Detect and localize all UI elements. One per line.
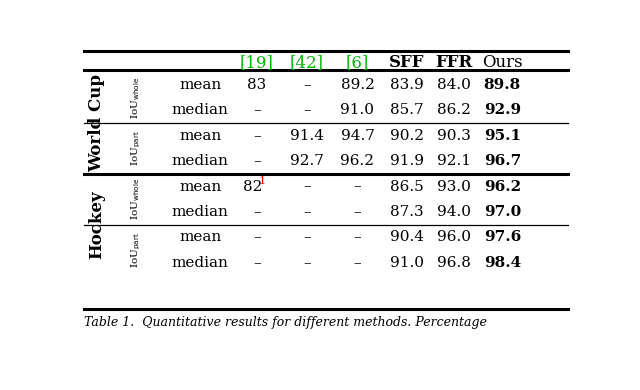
- Text: 96.0: 96.0: [437, 230, 471, 245]
- Text: –: –: [303, 179, 311, 193]
- Text: 97.6: 97.6: [484, 230, 521, 245]
- Text: 92.9: 92.9: [484, 103, 521, 117]
- Text: –: –: [253, 154, 260, 168]
- Text: –: –: [354, 230, 361, 245]
- Text: 91.4: 91.4: [290, 129, 324, 143]
- Text: 97.0: 97.0: [484, 205, 521, 219]
- Text: –: –: [354, 179, 361, 193]
- Text: World Cup: World Cup: [88, 74, 106, 172]
- Text: –: –: [253, 129, 260, 143]
- Text: IoU$_{\mathrm{part}}$: IoU$_{\mathrm{part}}$: [129, 131, 143, 167]
- Text: 83: 83: [247, 78, 266, 92]
- Text: mean: mean: [179, 78, 221, 92]
- Text: 84.0: 84.0: [437, 78, 471, 92]
- Text: 86.5: 86.5: [390, 179, 424, 193]
- Text: 96.7: 96.7: [484, 154, 521, 168]
- Text: –: –: [253, 103, 260, 117]
- Text: 90.2: 90.2: [390, 129, 424, 143]
- Text: mean: mean: [179, 179, 221, 193]
- Text: 89.2: 89.2: [340, 78, 374, 92]
- Text: 94.0: 94.0: [437, 205, 471, 219]
- Text: 93.0: 93.0: [437, 179, 471, 193]
- Text: 1: 1: [259, 176, 266, 186]
- Text: 95.1: 95.1: [484, 129, 521, 143]
- Text: mean: mean: [179, 129, 221, 143]
- Text: 91.9: 91.9: [390, 154, 424, 168]
- Text: 91.0: 91.0: [340, 103, 374, 117]
- Text: 89.8: 89.8: [484, 78, 521, 92]
- Text: –: –: [303, 78, 311, 92]
- Text: 82: 82: [243, 179, 262, 193]
- Text: –: –: [354, 256, 361, 270]
- Text: Ours: Ours: [482, 54, 523, 71]
- Text: 96.2: 96.2: [484, 179, 521, 193]
- Text: IoU$_{\mathrm{part}}$: IoU$_{\mathrm{part}}$: [129, 232, 143, 268]
- Text: –: –: [303, 205, 311, 219]
- Text: –: –: [303, 103, 311, 117]
- Text: [42]: [42]: [290, 54, 324, 71]
- Text: 87.3: 87.3: [390, 205, 424, 219]
- Text: 92.7: 92.7: [290, 154, 324, 168]
- Text: 98.4: 98.4: [484, 256, 521, 270]
- Text: [19]: [19]: [240, 54, 274, 71]
- Text: Table 1.  Quantitative results for different methods. Percentage: Table 1. Quantitative results for differ…: [84, 316, 487, 329]
- Text: 96.2: 96.2: [340, 154, 374, 168]
- Text: FFR: FFR: [436, 54, 473, 71]
- Text: –: –: [253, 205, 260, 219]
- Text: 92.1: 92.1: [437, 154, 471, 168]
- Text: median: median: [172, 154, 228, 168]
- Text: 91.0: 91.0: [390, 256, 424, 270]
- Text: IoU$_{\mathrm{whole}}$: IoU$_{\mathrm{whole}}$: [129, 178, 142, 220]
- Text: –: –: [354, 205, 361, 219]
- Text: –: –: [303, 256, 311, 270]
- Text: [6]: [6]: [346, 54, 369, 71]
- Text: median: median: [172, 256, 228, 270]
- Text: –: –: [303, 230, 311, 245]
- Text: median: median: [172, 103, 228, 117]
- Text: IoU$_{\mathrm{whole}}$: IoU$_{\mathrm{whole}}$: [129, 76, 142, 119]
- Text: 86.2: 86.2: [437, 103, 471, 117]
- Text: median: median: [172, 205, 228, 219]
- Text: SFF: SFF: [389, 54, 425, 71]
- Text: mean: mean: [179, 230, 221, 245]
- Text: –: –: [253, 256, 260, 270]
- Text: 94.7: 94.7: [340, 129, 374, 143]
- Text: 85.7: 85.7: [390, 103, 424, 117]
- Text: Hockey: Hockey: [88, 190, 106, 259]
- Text: 90.4: 90.4: [390, 230, 424, 245]
- Text: 83.9: 83.9: [390, 78, 424, 92]
- Text: 96.8: 96.8: [437, 256, 471, 270]
- Text: 90.3: 90.3: [437, 129, 471, 143]
- Text: –: –: [253, 230, 260, 245]
